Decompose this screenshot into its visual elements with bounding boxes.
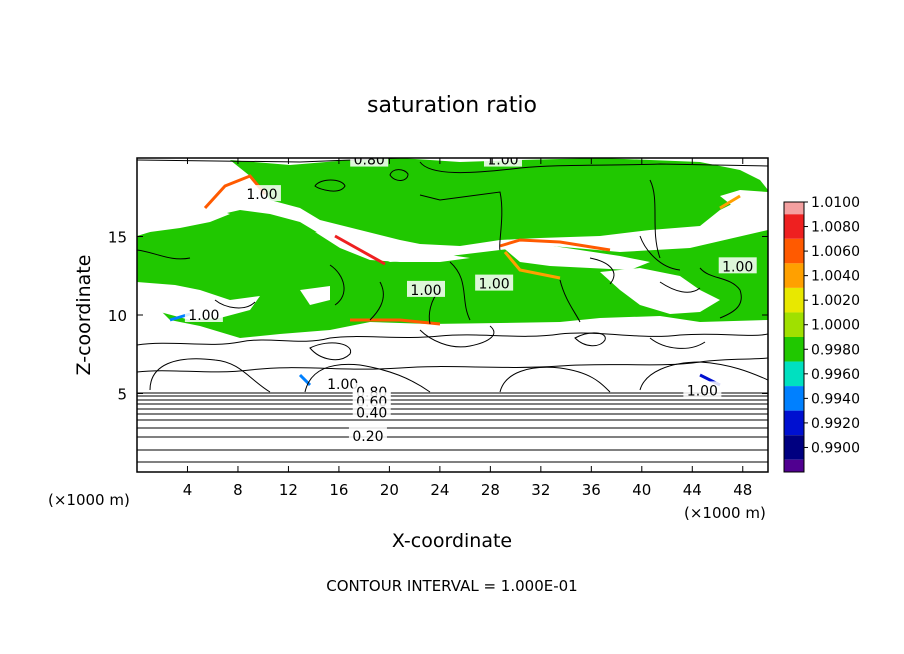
contour-label: 1.00	[479, 277, 510, 293]
y-tick-label: 15	[108, 229, 127, 247]
colorbar-label: 1.0080	[811, 220, 860, 236]
colorbar-swatch	[784, 238, 804, 264]
colorbar-label: 0.9940	[811, 391, 860, 407]
contour-labels: 0.801.001.001.001.001.001.001.001.000.80…	[184, 153, 757, 445]
y-tick-label: 10	[108, 307, 127, 325]
contour-label: 1.00	[327, 377, 358, 393]
colorbar-swatch	[784, 361, 804, 387]
colorbar-label: 1.0100	[811, 195, 860, 211]
colorbar-label: 0.9920	[811, 416, 860, 432]
contour-label-bg	[718, 257, 757, 274]
colorbar-frame	[783, 201, 805, 473]
colorbar-swatch	[784, 214, 804, 239]
x-tick-label: 36	[582, 481, 601, 499]
contour-label-bg	[683, 381, 722, 398]
contour-label-bg	[475, 274, 514, 291]
x-tick-label: 24	[430, 481, 449, 499]
green-region	[137, 158, 768, 338]
colorbar-swatch	[784, 312, 804, 337]
contour-label-bg	[184, 306, 223, 322]
colorbar-swatch	[784, 337, 804, 362]
contour-label: 0.40	[356, 405, 387, 421]
x-axis-unit-right: (×1000 m)	[684, 504, 766, 522]
contour-label-bg	[348, 426, 387, 443]
colorbar-label: 0.9960	[811, 367, 860, 383]
contour-label: 1.00	[687, 383, 718, 399]
contour-label-bg	[242, 185, 281, 202]
x-tick-label: 8	[233, 481, 243, 499]
contour-label: 1.00	[722, 259, 753, 275]
y-axis-label: Z-coordinate	[73, 255, 95, 376]
x-tick-label: 32	[531, 481, 550, 499]
colorbar-label: 1.0020	[811, 293, 860, 309]
colorbar-swatch	[784, 435, 804, 460]
x-tick-label: 44	[683, 481, 702, 499]
supersaturation-edges	[169, 174, 741, 387]
colorbar-swatch	[784, 410, 804, 436]
x-tick-label: 48	[733, 481, 752, 499]
colorbar-swatch	[784, 287, 804, 313]
x-tick-label: 12	[279, 481, 298, 499]
y-tick-label: 5	[117, 386, 127, 404]
colorbar-swatch	[784, 263, 804, 288]
y-axis-ticks: 5 10 15	[108, 229, 768, 404]
contour-label-bg	[350, 158, 389, 167]
contour-label: 1.00	[410, 283, 441, 299]
colorbar-label: 0.9980	[811, 342, 860, 358]
contour-label: 0.80	[354, 153, 385, 169]
x-tick-label: 16	[329, 481, 348, 499]
x-axis-ticks: 4 8 12 16 20 24 28 32 36 40 44 48	[183, 158, 752, 499]
contour-label-bg	[483, 158, 522, 167]
contour-label: 1.00	[487, 153, 518, 169]
plot-field: 0.801.001.001.001.001.001.001.001.000.80…	[137, 153, 768, 463]
contour-label: 0.20	[352, 429, 383, 445]
colorbar: 1.0100 1.0080 1.0060 1.0040 1.0020 1.0000 0.99…	[783, 195, 860, 473]
colorbar-label: 1.0040	[811, 269, 860, 285]
colorbar-label: 1.0060	[811, 244, 860, 260]
colorbar-label: 0.9900	[811, 440, 860, 456]
colorbar-swatch	[784, 202, 804, 215]
contour-label: 1.00	[188, 308, 219, 324]
white-clear-regions	[137, 190, 768, 320]
contour-label-bg	[352, 403, 391, 420]
x-axis-label: X-coordinate	[392, 530, 512, 552]
colorbar-label: 1.0000	[811, 318, 860, 334]
colorbar-swatch	[784, 459, 804, 472]
contour-label: 1.00	[246, 187, 277, 203]
contour-interval-note: CONTOUR INTERVAL = 1.000E-01	[326, 577, 577, 595]
chart-title: saturation ratio	[367, 93, 537, 118]
colorbar-swatch	[784, 386, 804, 411]
contour-label-bg	[323, 375, 362, 392]
x-tick-label: 40	[632, 481, 651, 499]
x-tick-label: 28	[481, 481, 500, 499]
x-axis-unit-left: (×1000 m)	[48, 491, 130, 509]
x-tick-label: 20	[380, 481, 399, 499]
x-tick-label: 4	[183, 481, 193, 499]
contour-label-bg	[406, 280, 445, 297]
contour-lines	[137, 158, 768, 463]
